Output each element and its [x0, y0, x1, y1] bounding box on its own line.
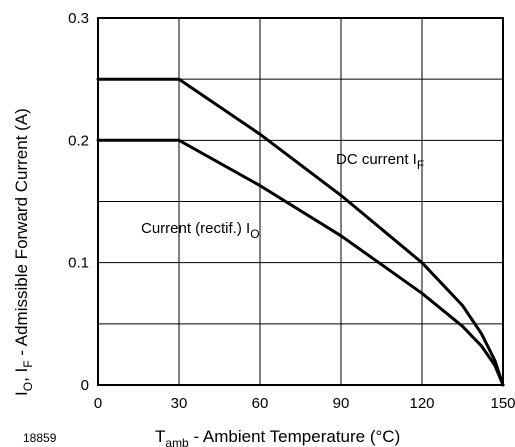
x-axis-title: Tamb - Ambient Temperature (°C) [155, 427, 400, 447]
series-line-dc-current [96, 77, 505, 387]
y-axis-title: IO, IF - Admissible Forward Current (A) [12, 108, 35, 396]
series-label-dc-current: DC current IF [336, 151, 424, 172]
series-line-rectified-current [96, 138, 505, 387]
grid [98, 18, 503, 385]
x-tick-label: 150 [490, 395, 515, 412]
x-tick-labels: 0 30 60 90 120 150 [94, 395, 515, 412]
x-tick-label: 60 [252, 395, 269, 412]
x-tick-label: 120 [409, 395, 434, 412]
x-tick-label: 0 [94, 395, 102, 412]
x-tick-label: 30 [171, 395, 188, 412]
x-tick-label: 90 [333, 395, 350, 412]
y-tick-label: 0.2 [68, 132, 89, 149]
y-tick-label: 0.1 [68, 255, 89, 272]
series-lines [96, 77, 505, 387]
plot-frame [97, 17, 504, 386]
series-label-rectified-current: Current (rectif.) IO [141, 220, 260, 241]
figure-number: 18859 [23, 431, 57, 445]
y-tick-labels: 0 0.1 0.2 0.3 [68, 10, 89, 394]
y-tick-label: 0.3 [68, 10, 89, 27]
y-tick-label: 0 [81, 377, 89, 394]
